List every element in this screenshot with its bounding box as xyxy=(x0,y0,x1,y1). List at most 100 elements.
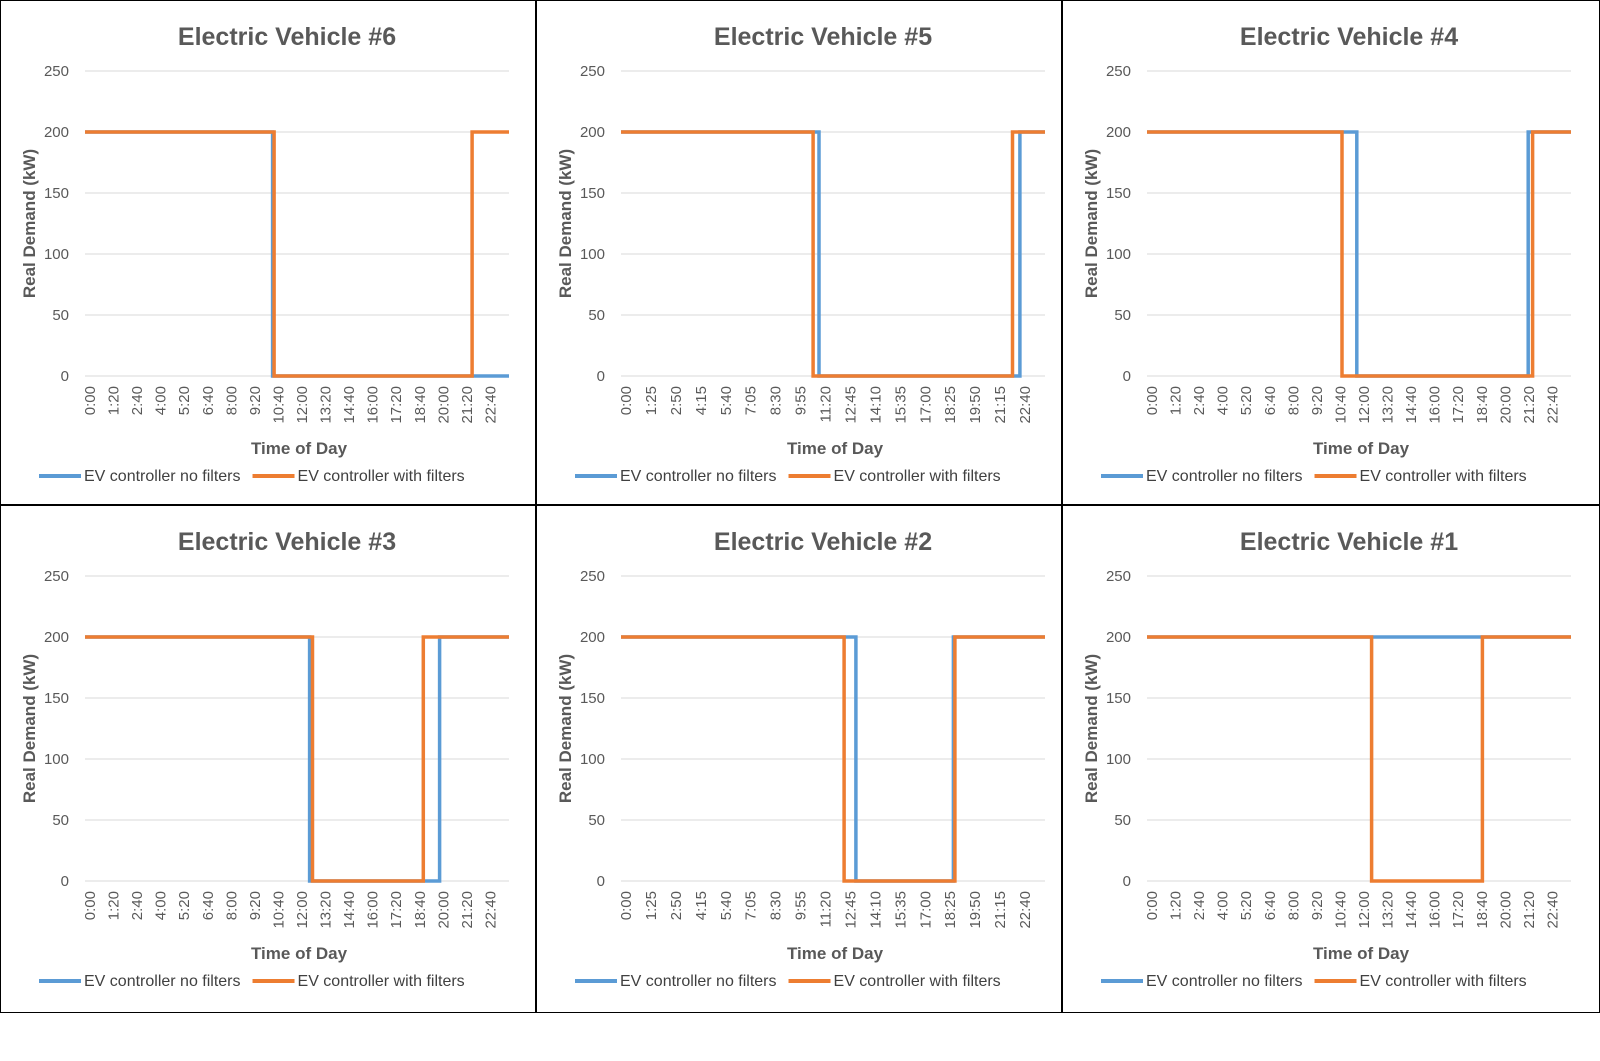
x-tick-label: 17:00 xyxy=(917,386,934,424)
y-axis-label: Real Demand (kW) xyxy=(20,149,39,298)
chart-panel: Electric Vehicle #2 250 200 150 100 50 0 Real D… xyxy=(536,505,1062,1013)
y-tick-label: 0 xyxy=(597,873,605,890)
y-tick-label: 250 xyxy=(1106,568,1131,585)
chart-title: Electric Vehicle #4 xyxy=(1240,23,1458,51)
legend-label: EV controller with filters xyxy=(1360,973,1527,990)
x-tick-label: 19:50 xyxy=(967,386,984,424)
y-tick-label: 50 xyxy=(588,307,605,324)
x-tick-label: 4:00 xyxy=(153,891,170,920)
x-tick-label: 2:50 xyxy=(668,891,685,920)
x-tick-label: 22:40 xyxy=(1544,891,1561,929)
x-tick-label: 17:20 xyxy=(388,891,405,929)
y-tick-label: 50 xyxy=(52,812,69,829)
y-tick-label: 50 xyxy=(1114,307,1131,324)
x-tick-label: 12:00 xyxy=(1356,386,1373,424)
y-tick-label: 0 xyxy=(1123,873,1131,890)
x-tick-label: 5:20 xyxy=(176,386,193,415)
x-tick-label: 16:00 xyxy=(1427,386,1444,424)
legend-label: EV controller with filters xyxy=(298,468,465,485)
x-tick-label: 1:25 xyxy=(643,386,660,415)
x-axis-label: Time of Day xyxy=(787,944,884,963)
x-tick-label: 6:40 xyxy=(1262,386,1279,415)
chart-panel: Electric Vehicle #6 250 200 150 100 50 0 Real D… xyxy=(0,0,536,505)
x-tick-label: 10:40 xyxy=(1332,891,1349,929)
x-tick-label: 4:00 xyxy=(153,386,170,415)
x-tick-label: 17:20 xyxy=(1450,891,1467,929)
legend-label: EV controller no filters xyxy=(1146,973,1303,990)
x-tick-label: 8:00 xyxy=(223,386,240,415)
x-tick-label: 1:20 xyxy=(1168,891,1185,920)
x-tick-label: 14:40 xyxy=(1403,386,1420,424)
series-line xyxy=(621,130,1045,378)
x-tick-label: 2:40 xyxy=(1191,891,1208,920)
x-tick-label: 22:40 xyxy=(1017,891,1034,929)
chart-panel: Electric Vehicle #5 250 200 150 100 50 0 Real D… xyxy=(536,0,1062,505)
y-tick-label: 100 xyxy=(44,246,69,263)
x-tick-label: 9:20 xyxy=(247,386,264,415)
x-tick-label: 0:00 xyxy=(618,386,635,415)
x-tick-label: 8:00 xyxy=(1285,386,1302,415)
y-tick-label: 200 xyxy=(44,629,69,646)
x-tick-label: 19:50 xyxy=(967,891,984,929)
x-tick-label: 9:20 xyxy=(1309,891,1326,920)
line-chart: Electric Vehicle #2 250 200 150 100 50 0 Real D… xyxy=(556,528,1045,990)
y-axis-label: Real Demand (kW) xyxy=(1082,654,1101,803)
y-tick-label: 100 xyxy=(1106,246,1131,263)
chart-title: Electric Vehicle #6 xyxy=(178,23,396,51)
chart-panel: Electric Vehicle #3 250 200 150 100 50 0 Real D… xyxy=(0,505,536,1013)
x-tick-label: 21:15 xyxy=(992,891,1009,929)
x-axis-label: Time of Day xyxy=(787,439,884,458)
x-tick-label: 14:10 xyxy=(867,891,884,929)
x-tick-label: 6:40 xyxy=(200,891,217,920)
x-tick-label: 6:40 xyxy=(1262,891,1279,920)
y-tick-label: 100 xyxy=(580,751,605,768)
x-tick-label: 7:05 xyxy=(743,891,760,920)
y-tick-label: 150 xyxy=(1106,185,1131,202)
series-line xyxy=(1147,130,1571,378)
x-tick-label: 8:00 xyxy=(1285,891,1302,920)
series-line xyxy=(621,635,1045,883)
x-tick-label: 20:00 xyxy=(435,891,452,929)
x-tick-label: 9:55 xyxy=(793,891,810,920)
legend-label: EV controller no filters xyxy=(1146,468,1303,485)
line-chart: Electric Vehicle #6 250 200 150 100 50 0 Real D… xyxy=(20,23,509,485)
line-chart: Electric Vehicle #5 250 200 150 100 50 0 Real D… xyxy=(556,23,1045,485)
x-tick-label: 20:00 xyxy=(1497,891,1514,929)
series-line xyxy=(1147,635,1571,883)
y-tick-label: 0 xyxy=(61,873,69,890)
x-tick-label: 1:20 xyxy=(106,386,123,415)
y-tick-label: 200 xyxy=(1106,629,1131,646)
legend-label: EV controller with filters xyxy=(298,973,465,990)
x-tick-label: 18:40 xyxy=(1474,386,1491,424)
x-tick-label: 9:55 xyxy=(793,386,810,415)
x-tick-label: 5:40 xyxy=(718,386,735,415)
y-tick-label: 0 xyxy=(61,368,69,385)
chart-panel: Electric Vehicle #1 250 200 150 100 50 0 Real D… xyxy=(1062,505,1600,1013)
x-tick-label: 13:20 xyxy=(318,891,335,929)
x-tick-label: 15:35 xyxy=(892,891,909,929)
x-tick-label: 0:00 xyxy=(82,386,99,415)
x-tick-label: 16:00 xyxy=(365,386,382,424)
legend-label: EV controller no filters xyxy=(620,468,777,485)
x-tick-label: 5:40 xyxy=(718,891,735,920)
x-tick-label: 8:30 xyxy=(768,891,785,920)
x-tick-label: 22:40 xyxy=(1544,386,1561,424)
x-tick-label: 8:30 xyxy=(768,386,785,415)
x-tick-label: 13:20 xyxy=(318,386,335,424)
y-tick-label: 150 xyxy=(44,185,69,202)
x-tick-label: 6:40 xyxy=(200,386,217,415)
y-tick-label: 150 xyxy=(580,690,605,707)
x-tick-label: 4:00 xyxy=(1215,891,1232,920)
y-tick-label: 200 xyxy=(580,629,605,646)
x-tick-label: 21:15 xyxy=(992,386,1009,424)
x-tick-label: 16:00 xyxy=(1427,891,1444,929)
y-tick-label: 100 xyxy=(44,751,69,768)
x-tick-label: 0:00 xyxy=(1144,386,1161,415)
y-tick-label: 200 xyxy=(580,124,605,141)
x-tick-label: 12:45 xyxy=(842,386,859,424)
x-tick-label: 2:40 xyxy=(1191,386,1208,415)
y-tick-label: 250 xyxy=(44,568,69,585)
y-tick-label: 250 xyxy=(580,568,605,585)
y-tick-label: 250 xyxy=(580,63,605,80)
legend-label: EV controller with filters xyxy=(834,973,1001,990)
